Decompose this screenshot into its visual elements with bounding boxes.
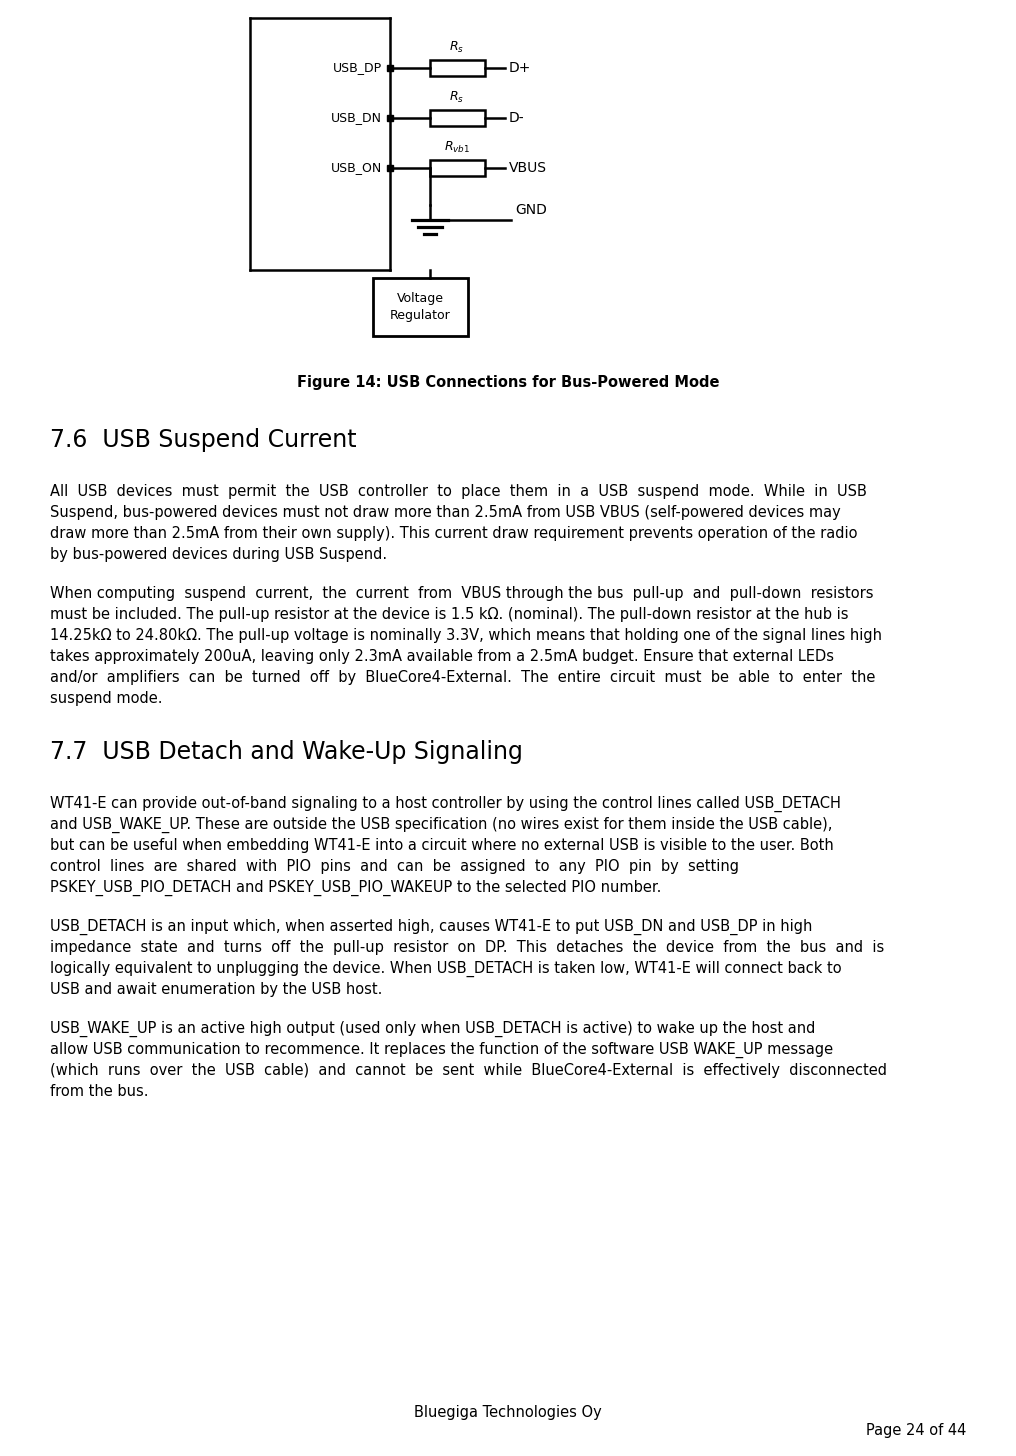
Text: Suspend, bus-powered devices must not draw more than 2.5mA from USB VBUS (self-p: Suspend, bus-powered devices must not dr…	[50, 505, 841, 520]
Text: GND: GND	[515, 202, 547, 217]
Bar	[430, 60, 485, 76]
Text: allow USB communication to recommence. It replaces the function of the software : allow USB communication to recommence. I…	[50, 1042, 833, 1059]
Text: USB and await enumeration by the USB host.: USB and await enumeration by the USB hos…	[50, 981, 382, 997]
Text: When computing  suspend  current,  the  current  from  VBUS through the bus  pul: When computing suspend current, the curr…	[50, 585, 874, 601]
Text: $R_s$: $R_s$	[449, 39, 464, 55]
Text: USB_DN: USB_DN	[331, 112, 382, 125]
Text: D-: D-	[509, 111, 524, 125]
Text: All  USB  devices  must  permit  the  USB  controller  to  place  them  in  a  U: All USB devices must permit the USB cont…	[50, 483, 867, 499]
Text: by bus-powered devices during USB Suspend.: by bus-powered devices during USB Suspen…	[50, 547, 387, 562]
Text: impedance  state  and  turns  off  the  pull-up  resistor  on  DP.  This  detach: impedance state and turns off the pull-u…	[50, 941, 884, 955]
Bar	[430, 111, 485, 127]
Text: takes approximately 200uA, leaving only 2.3mA available from a 2.5mA budget. Ens: takes approximately 200uA, leaving only …	[50, 649, 834, 664]
Text: Voltage
Regulator: Voltage Regulator	[389, 293, 450, 322]
Text: draw more than 2.5mA from their own supply). This current draw requirement preve: draw more than 2.5mA from their own supp…	[50, 526, 858, 542]
Text: and/or  amplifiers  can  be  turned  off  by  BlueCore4-External.  The  entire  : and/or amplifiers can be turned off by B…	[50, 670, 876, 684]
Text: D+: D+	[509, 61, 531, 76]
Bar	[430, 160, 485, 176]
Text: PSKEY_USB_PIO_DETACH and PSKEY_USB_PIO_WAKEUP to the selected PIO number.: PSKEY_USB_PIO_DETACH and PSKEY_USB_PIO_W…	[50, 879, 661, 897]
Text: USB_WAKE_UP is an active high output (used only when USB_DETACH is active) to wa: USB_WAKE_UP is an active high output (us…	[50, 1021, 816, 1037]
Text: but can be useful when embedding WT41-E into a circuit where no external USB is : but can be useful when embedding WT41-E …	[50, 839, 834, 853]
Text: logically equivalent to unplugging the device. When USB_DETACH is taken low, WT4: logically equivalent to unplugging the d…	[50, 961, 841, 977]
Text: USB_DETACH is an input which, when asserted high, causes WT41-E to put USB_DN an: USB_DETACH is an input which, when asser…	[50, 919, 813, 935]
Text: Bluegiga Technologies Oy: Bluegiga Technologies Oy	[415, 1405, 601, 1420]
Text: control  lines  are  shared  with  PIO  pins  and  can  be  assigned  to  any  P: control lines are shared with PIO pins a…	[50, 859, 739, 874]
Text: VBUS: VBUS	[509, 162, 547, 175]
Text: Page 24 of 44: Page 24 of 44	[866, 1423, 966, 1439]
Text: USB_DP: USB_DP	[333, 61, 382, 74]
Text: suspend mode.: suspend mode.	[50, 692, 163, 706]
Text: and USB_WAKE_UP. These are outside the USB specification (no wires exist for the: and USB_WAKE_UP. These are outside the U…	[50, 817, 832, 833]
Text: 7.6  USB Suspend Current: 7.6 USB Suspend Current	[50, 428, 357, 451]
Text: from the bus.: from the bus.	[50, 1085, 148, 1099]
Text: Figure 14: USB Connections for Bus-Powered Mode: Figure 14: USB Connections for Bus-Power…	[297, 376, 719, 390]
Text: WT41-E can provide out-of-band signaling to a host controller by using the contr: WT41-E can provide out-of-band signaling…	[50, 796, 841, 812]
Text: USB_ON: USB_ON	[331, 162, 382, 175]
Text: 14.25kΩ to 24.80kΩ. The pull-up voltage is nominally 3.3V, which means that hold: 14.25kΩ to 24.80kΩ. The pull-up voltage …	[50, 628, 882, 644]
Text: $R_s$: $R_s$	[449, 90, 464, 105]
Text: 7.7  USB Detach and Wake-Up Signaling: 7.7 USB Detach and Wake-Up Signaling	[50, 740, 523, 764]
Text: $R_{vb1}$: $R_{vb1}$	[444, 140, 470, 154]
Text: must be included. The pull-up resistor at the device is 1.5 kΩ. (nominal). The p: must be included. The pull-up resistor a…	[50, 607, 848, 622]
Text: (which  runs  over  the  USB  cable)  and  cannot  be  sent  while  BlueCore4-Ex: (which runs over the USB cable) and cann…	[50, 1063, 887, 1077]
Bar	[373, 278, 468, 336]
